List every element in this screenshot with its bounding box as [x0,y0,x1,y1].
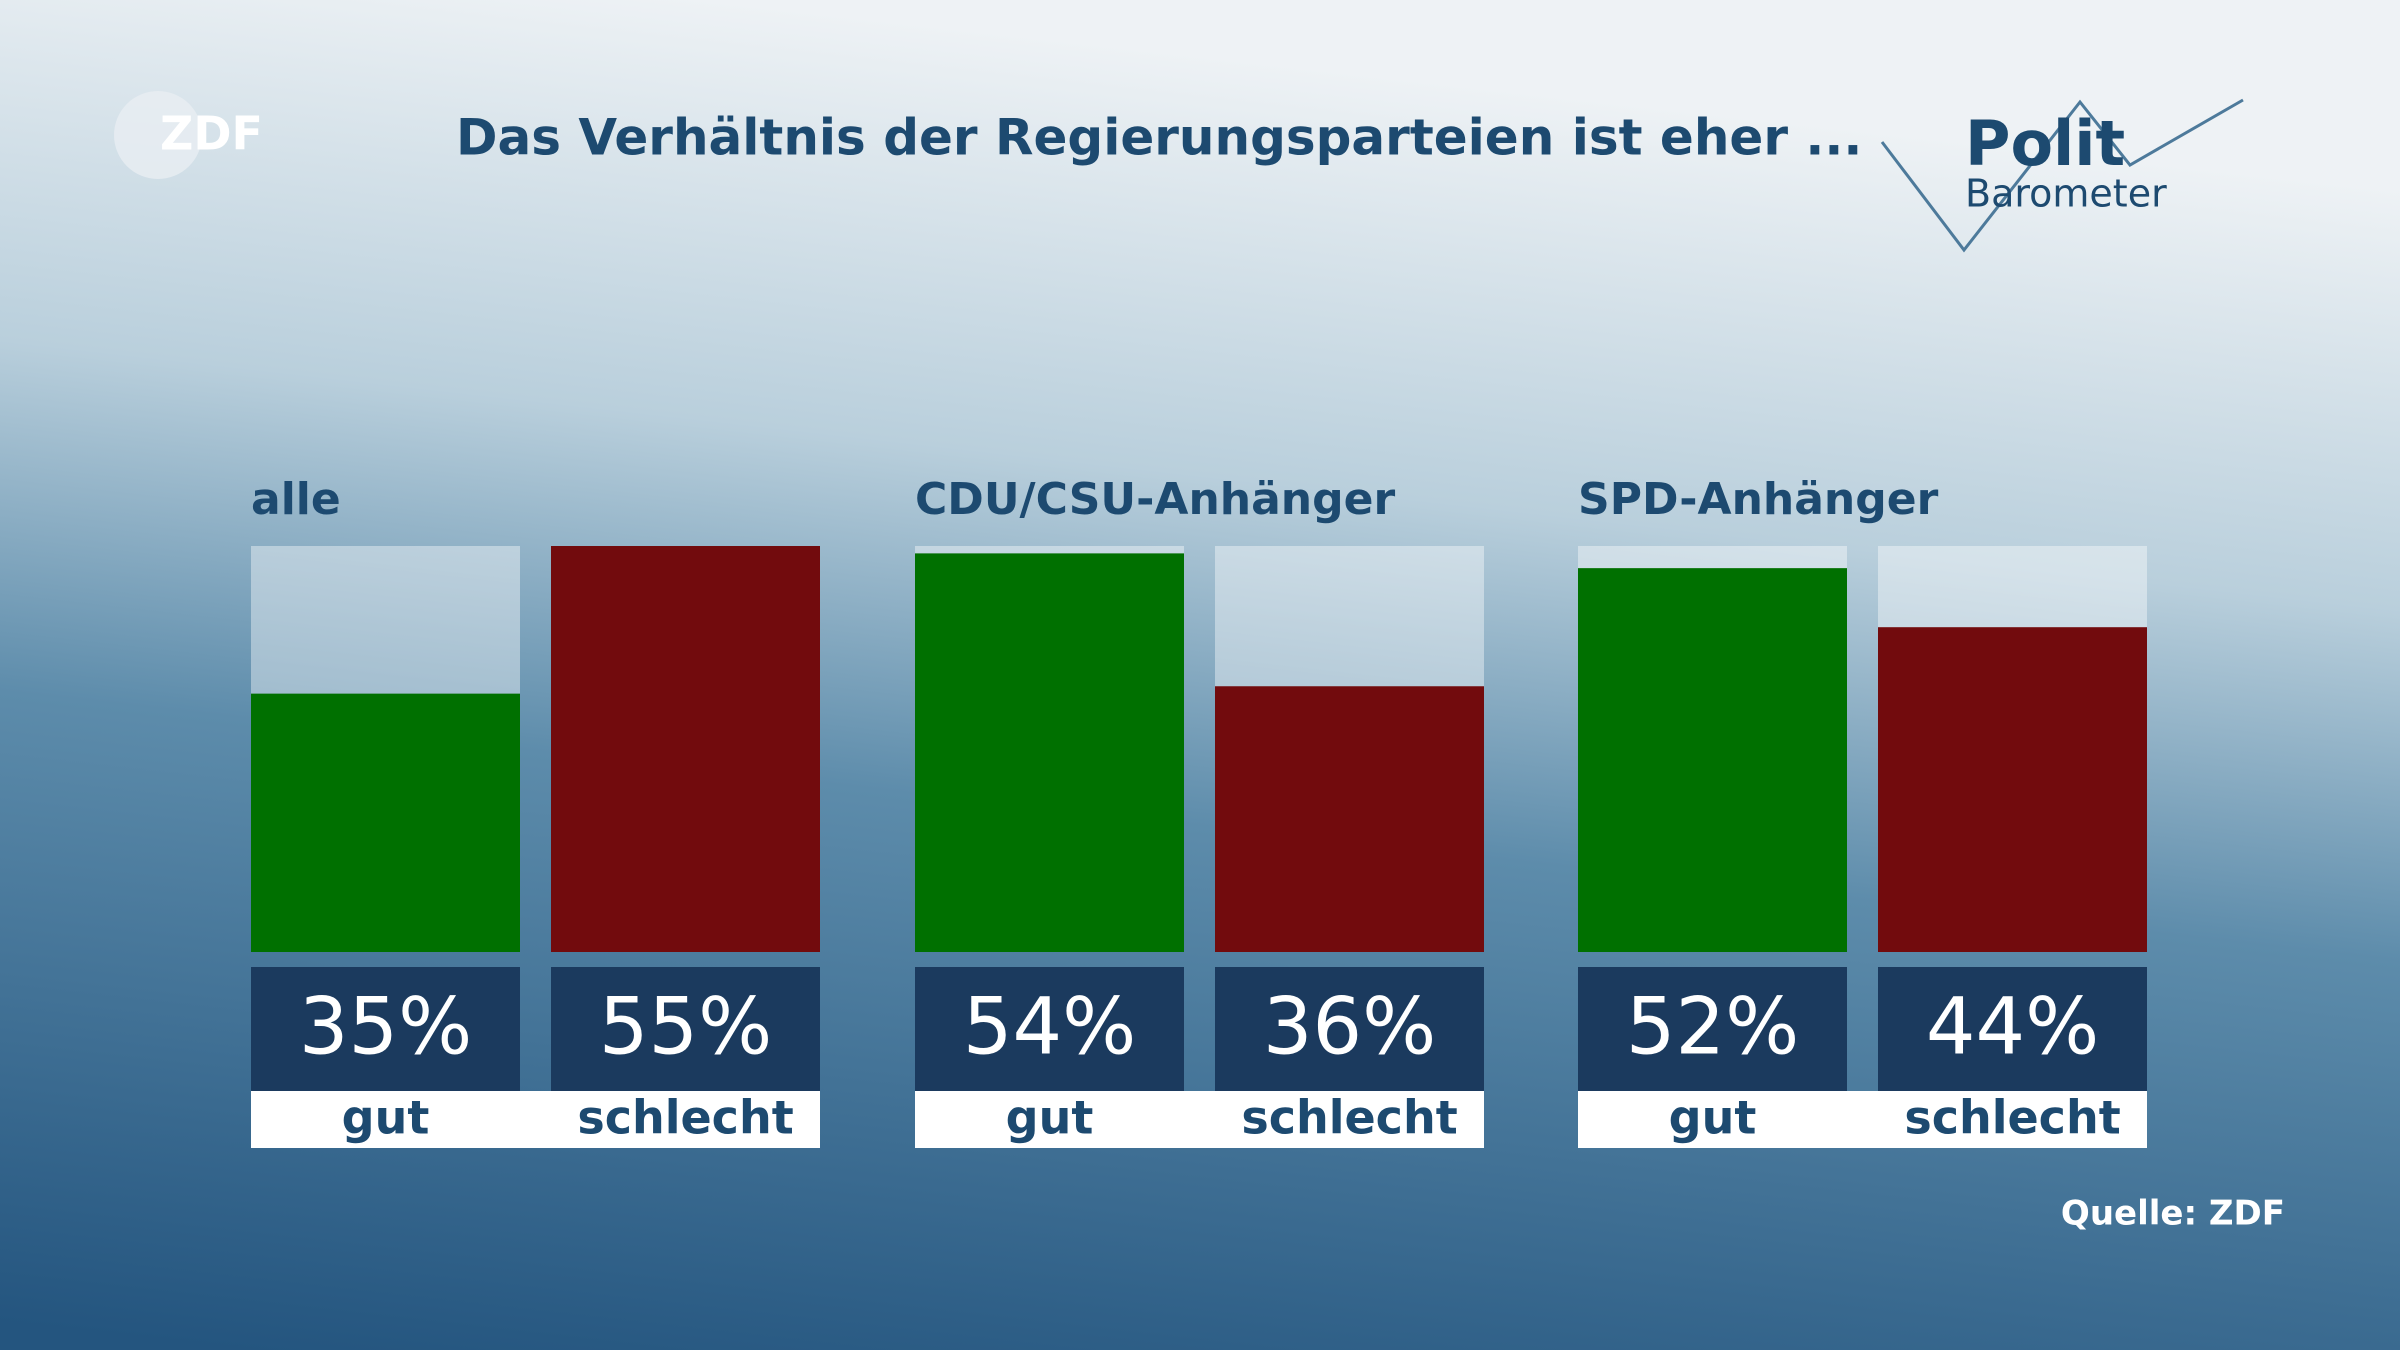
bar-label: gut [342,1091,430,1145]
label-strip [251,1091,820,1148]
value-label: 35% [299,982,472,1072]
bar [1578,568,1847,952]
label-strip [915,1091,1484,1148]
value-box [1215,967,1484,1091]
value-box [1878,967,2147,1091]
value-label: 44% [1926,982,2099,1072]
value-box [915,967,1184,1091]
bar-label: gut [1006,1091,1094,1145]
group-label: alle [251,474,341,525]
bar [1215,686,1484,952]
bar [551,546,820,952]
bar-label: schlecht [1904,1091,2120,1145]
bar [251,693,520,952]
value-box [1578,967,1847,1091]
bar-label: gut [1669,1091,1757,1145]
value-box [251,967,520,1091]
group-label: CDU/CSU-Anhänger [915,474,1395,525]
group-label: SPD-Anhänger [1578,474,1939,525]
value-label: 54% [963,982,1136,1072]
brand-subtitle: Barometer [1965,172,2167,216]
logo-circle [114,91,202,179]
brand-line [1880,98,2244,253]
bar [915,553,1184,952]
value-box [551,967,820,1091]
bar-label: schlecht [1241,1091,1457,1145]
value-label: 36% [1263,982,1436,1072]
value-label: 52% [1626,982,1799,1072]
logo: ZDF [160,107,263,161]
bar [1878,627,2147,952]
brand-title: Polit [1965,107,2125,180]
source: Quelle: ZDF [2061,1194,2285,1234]
bar-label: schlecht [577,1091,793,1145]
chart-title: Das Verhältnis der Regierungsparteien is… [456,109,1862,167]
value-label: 55% [599,982,772,1072]
label-strip [1578,1091,2147,1148]
